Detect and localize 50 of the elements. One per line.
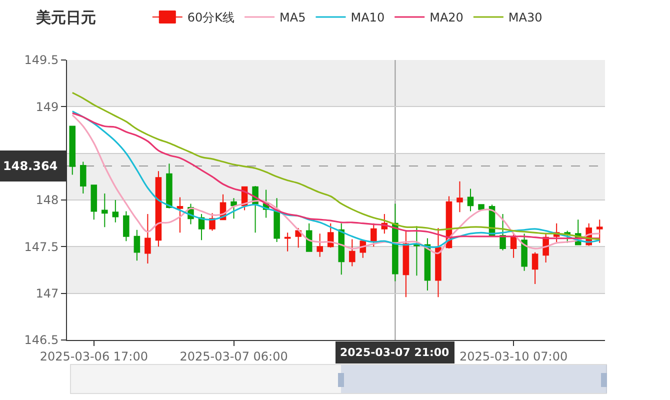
- x-tick-label: 2025-03-06 17:00: [40, 349, 148, 364]
- candlestick: [284, 232, 291, 252]
- candlestick: [500, 214, 506, 251]
- candlestick: [392, 203, 398, 282]
- legend-label: MA20: [430, 10, 464, 25]
- legend-label: MA30: [508, 10, 542, 25]
- candlestick: [414, 226, 420, 276]
- y-tick-label: 148: [36, 193, 59, 208]
- candlestick: [327, 222, 334, 248]
- candlestick: [134, 229, 140, 262]
- y-tick-label: 149: [36, 100, 59, 114]
- candlestick: [123, 210, 130, 242]
- candlestick: [112, 200, 119, 223]
- candlestick: [295, 228, 302, 248]
- candlestick: [510, 232, 517, 258]
- candlestick: [166, 163, 172, 209]
- candlestick: [274, 198, 280, 242]
- x-tick-label: 2025-03-10 07:00: [459, 349, 568, 364]
- candlestick: [424, 238, 431, 292]
- candlestick: [316, 233, 323, 258]
- chart-title: 美元日元: [35, 8, 96, 26]
- legend-label: 60分K线: [187, 10, 235, 25]
- candlestick: [349, 238, 356, 267]
- candlestick: [370, 222, 377, 248]
- ref-line-label: 148.364: [3, 159, 58, 173]
- candlestick: [90, 184, 98, 220]
- candlestick: [155, 170, 162, 248]
- candlestick: [467, 188, 474, 212]
- candlestick: [102, 192, 108, 228]
- candlestick: [532, 252, 538, 284]
- candlestick: [176, 196, 184, 234]
- y-tick-label: 149.5: [24, 53, 59, 68]
- candlestick: [69, 126, 76, 176]
- candlestick: [596, 219, 603, 244]
- y-tick-label: 146.5: [24, 333, 59, 348]
- candlestick: [402, 230, 410, 298]
- candlestick: [456, 180, 463, 213]
- y-tick-label: 147: [36, 286, 59, 301]
- y-tick-label: 147.5: [24, 240, 59, 254]
- x-tick-label: 2025-03-07 06:00: [180, 349, 288, 364]
- candlestick: [230, 198, 237, 220]
- candlestick: [144, 214, 151, 264]
- legend-label: MA10: [350, 10, 385, 25]
- legend-label: MA5: [280, 10, 306, 25]
- candlestick: [80, 161, 86, 194]
- candlestick: [478, 204, 484, 210]
- x-tick-label: 2025-03-07 21:00: [340, 346, 450, 359]
- candlestick: [521, 233, 528, 272]
- candlestick: [338, 222, 345, 276]
- candlestick: [435, 228, 442, 298]
